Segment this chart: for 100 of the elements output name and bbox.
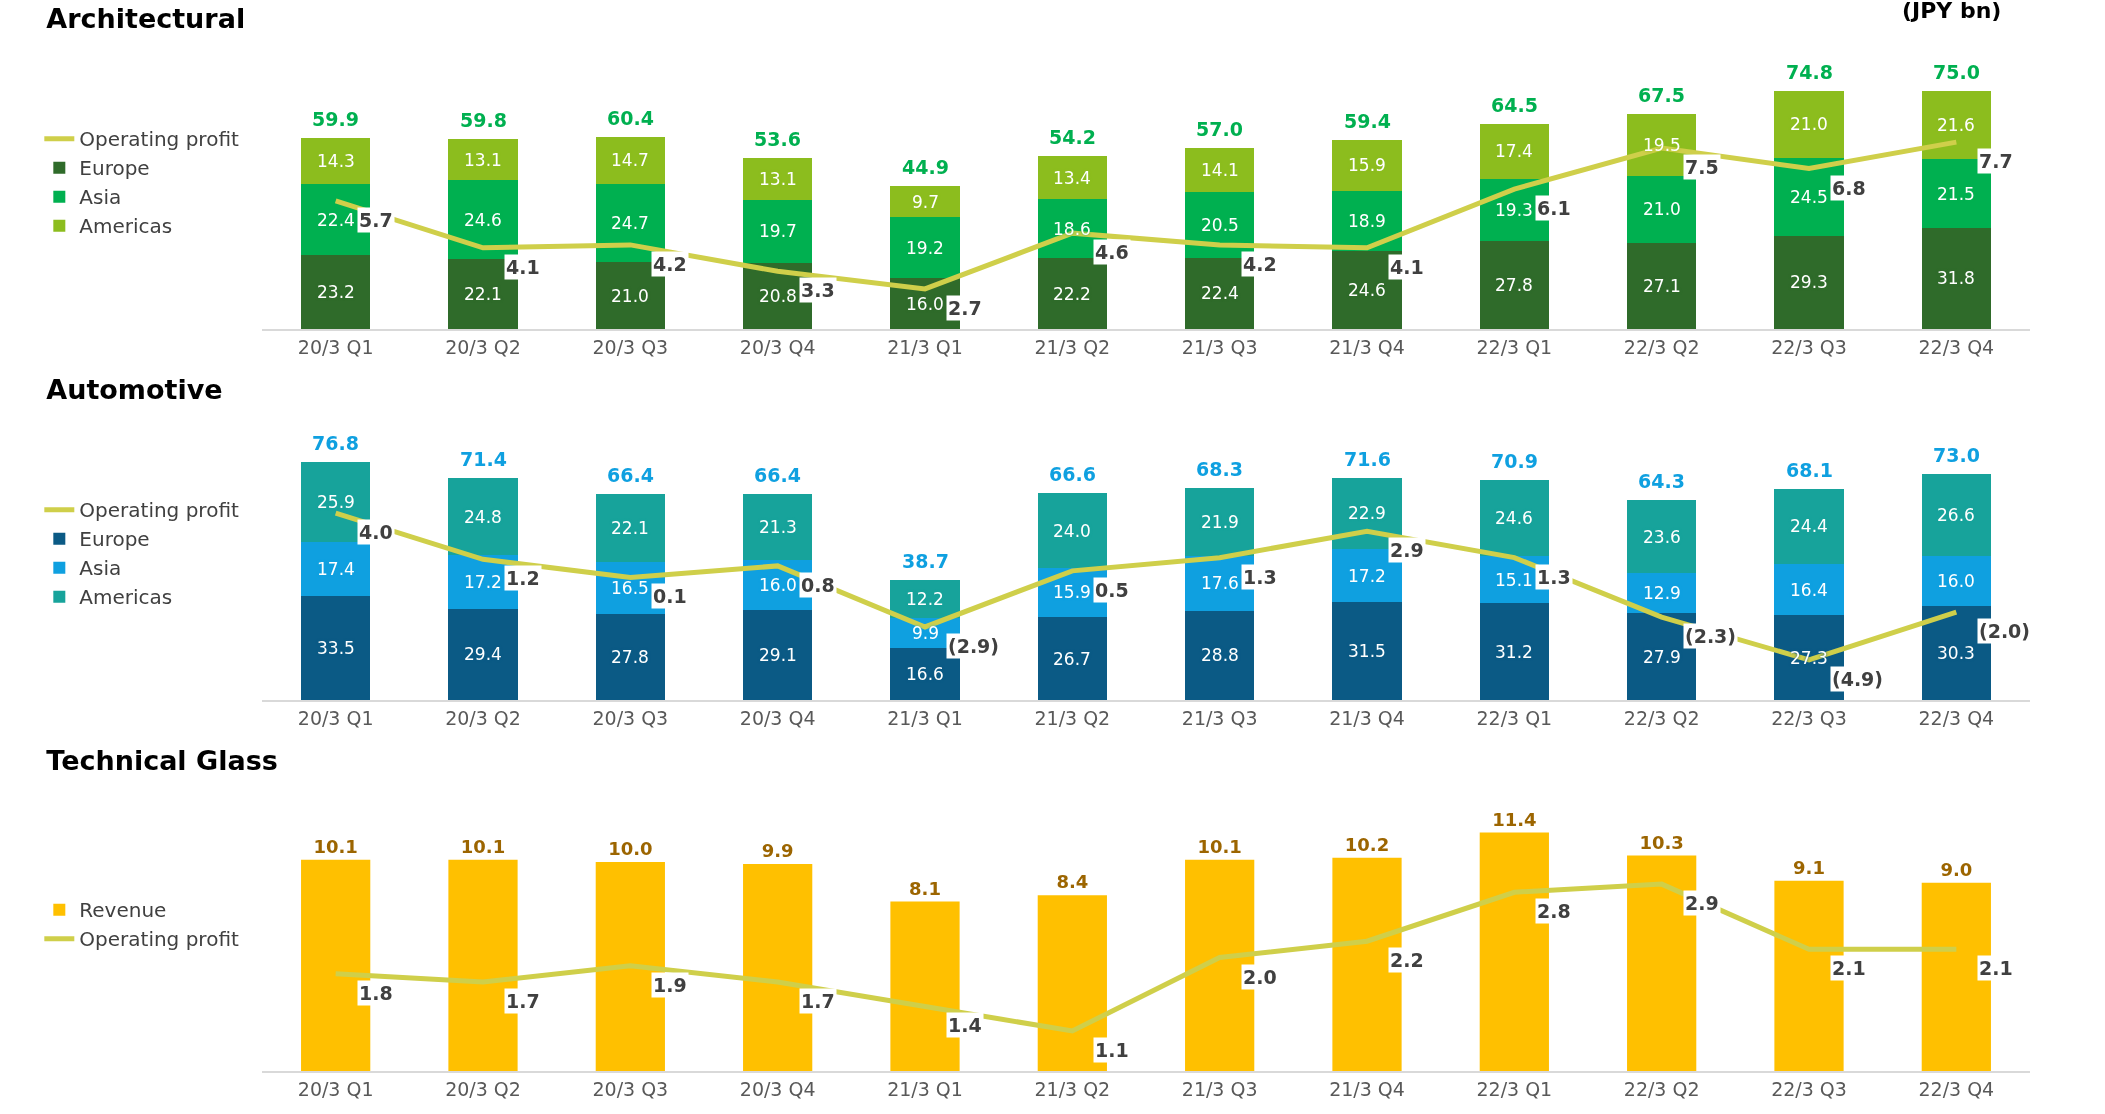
chart-title: Architectural	[46, 3, 246, 35]
bar	[448, 608, 518, 700]
x-tick-label: 21/3 Q3	[1181, 706, 1258, 729]
data-label: 4.2	[1243, 253, 1277, 275]
x-tick-label: 20/3 Q1	[297, 335, 374, 358]
data-label: 1.1	[1095, 1039, 1129, 1061]
data-label: 24.6	[1348, 280, 1386, 300]
data-label: 13.1	[759, 169, 797, 189]
data-label: 19.7	[759, 221, 797, 241]
x-tick-label: 22/3 Q2	[1623, 706, 1700, 729]
data-label: 17.4	[317, 559, 355, 579]
x-tick-label: 21/3 Q2	[1034, 1077, 1111, 1100]
data-label: 12.2	[906, 589, 944, 609]
total-label: 66.4	[754, 464, 801, 486]
total-label: 57.0	[1196, 118, 1243, 140]
data-label: 2.9	[1685, 892, 1719, 914]
data-label: (4.9)	[1832, 668, 1884, 690]
data-label: 7.5	[1685, 156, 1719, 178]
total-label: 38.7	[902, 550, 949, 572]
legend-label: Asia	[79, 185, 122, 210]
total-label: 74.8	[1786, 61, 1833, 83]
data-label: 15.9	[1053, 582, 1091, 602]
data-label: 20.8	[759, 286, 797, 306]
data-label: 10.1	[1197, 835, 1242, 857]
data-label: 16.0	[759, 575, 797, 595]
total-label: 54.2	[1049, 126, 1096, 148]
data-label: 19.3	[1495, 200, 1533, 220]
x-tick-label: 21/3 Q2	[1034, 335, 1111, 358]
legend-label: Operating profit	[79, 498, 239, 523]
data-label: 21.0	[1643, 199, 1681, 219]
x-tick-label: 20/3 Q1	[297, 706, 374, 729]
total-label: 59.9	[312, 108, 359, 130]
data-label: 2.1	[1979, 957, 2013, 979]
data-label: 18.9	[1348, 211, 1386, 231]
data-label: 31.8	[1937, 268, 1975, 288]
data-label: 22.2	[1053, 284, 1091, 304]
data-label: 21.3	[759, 517, 797, 537]
x-tick-label: 20/3 Q3	[592, 706, 669, 729]
data-label: 1.8	[359, 982, 393, 1004]
x-tick-label: 20/3 Q4	[739, 706, 816, 729]
data-label: 26.6	[1937, 505, 1975, 525]
data-label: 20.5	[1201, 215, 1239, 235]
data-label: 10.0	[608, 837, 653, 859]
data-label: 27.8	[611, 647, 649, 667]
data-label: 16.4	[1790, 580, 1828, 600]
x-tick-label: 21/3 Q1	[887, 1077, 963, 1100]
data-label: (2.9)	[948, 635, 1000, 657]
bar	[1332, 602, 1402, 700]
data-label: 2.9	[1390, 539, 1424, 561]
data-label: 10.1	[460, 835, 506, 857]
data-label: 10.3	[1639, 831, 1684, 853]
data-label: 4.0	[359, 521, 393, 543]
total-label: 64.3	[1638, 470, 1685, 492]
legend-label: Revenue	[79, 898, 167, 923]
data-label: 31.5	[1348, 641, 1386, 661]
data-label: 2.7	[948, 297, 982, 319]
data-label: 19.2	[906, 238, 944, 258]
x-tick-label: 20/3 Q2	[445, 335, 521, 358]
data-label: 17.6	[1201, 573, 1239, 593]
data-label: 0.1	[653, 585, 687, 607]
bar	[1774, 235, 1844, 329]
data-label: 19.5	[1643, 135, 1681, 155]
x-tick-label: 20/3 Q4	[739, 1077, 816, 1100]
data-label: 14.7	[611, 150, 649, 170]
data-label: 28.8	[1201, 645, 1239, 665]
x-tick-label: 20/3 Q3	[592, 1077, 669, 1100]
data-label: 9.1	[1793, 856, 1825, 878]
total-label: 64.5	[1491, 94, 1538, 116]
x-tick-label: 22/3 Q4	[1918, 1077, 1995, 1100]
total-label: 68.1	[1786, 459, 1833, 481]
data-label: 25.9	[317, 492, 355, 512]
data-label: 16.0	[1937, 571, 1975, 591]
data-label: 21.0	[611, 286, 649, 306]
data-label: 33.5	[317, 638, 355, 658]
x-tick-label: 22/3 Q1	[1476, 335, 1553, 358]
data-label: 7.7	[1979, 150, 2013, 172]
chart-title: Automotive	[46, 374, 223, 406]
data-label: 16.0	[906, 294, 944, 314]
data-label: 2.2	[1390, 949, 1424, 971]
x-tick-label: 22/3 Q2	[1623, 335, 1700, 358]
data-label: 9.0	[1940, 858, 1973, 880]
data-label: 24.0	[1053, 521, 1091, 541]
total-label: 68.3	[1196, 458, 1243, 480]
x-tick-label: 20/3 Q2	[445, 706, 521, 729]
data-label: 1.7	[506, 990, 540, 1012]
data-label: 14.3	[317, 151, 355, 171]
data-label: 1.7	[801, 990, 835, 1012]
data-label: 24.6	[1495, 508, 1533, 528]
data-label: 6.1	[1537, 197, 1571, 219]
data-label: 24.8	[464, 507, 502, 527]
x-tick-label: 21/3 Q3	[1181, 1077, 1258, 1100]
total-label: 71.4	[460, 448, 507, 470]
total-label: 75.0	[1933, 61, 1980, 83]
data-label: 6.8	[1832, 177, 1866, 199]
data-label: 2.8	[1537, 900, 1571, 922]
x-tick-label: 22/3 Q3	[1771, 335, 1847, 358]
data-label: 26.7	[1053, 649, 1091, 669]
total-label: 70.9	[1491, 450, 1538, 472]
data-label: 29.3	[1790, 272, 1828, 292]
data-label: (2.3)	[1685, 625, 1737, 647]
